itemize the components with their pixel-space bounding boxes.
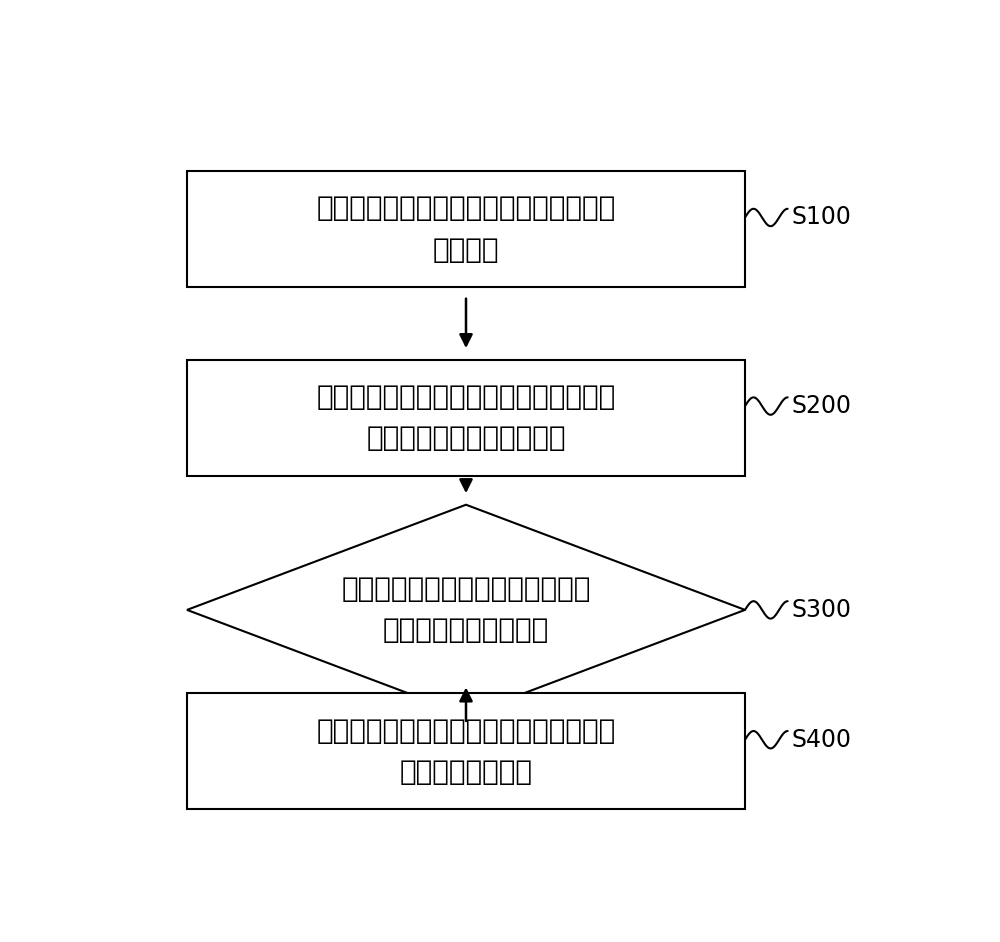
Text: S100: S100 bbox=[792, 205, 851, 230]
Text: S400: S400 bbox=[792, 728, 852, 752]
Text: S200: S200 bbox=[792, 394, 852, 418]
Bar bbox=[187, 360, 745, 476]
Text: 确定所述高压开关柜内出现与所述特定成
分相关的故障类别: 确定所述高压开关柜内出现与所述特定成 分相关的故障类别 bbox=[316, 717, 616, 786]
Bar bbox=[187, 693, 745, 809]
Text: 判断样本气体内的特定成分含量的
检测值是否超过预设值: 判断样本气体内的特定成分含量的 检测值是否超过预设值 bbox=[341, 576, 591, 644]
Bar bbox=[187, 171, 745, 287]
Text: 对所述样本气体中特定成分含量进行检测
，得到特定成分含量检测值: 对所述样本气体中特定成分含量进行检测 ，得到特定成分含量检测值 bbox=[316, 383, 616, 452]
Text: 利用真空泵抽取高压开关柜中的气体作为
样本气体: 利用真空泵抽取高压开关柜中的气体作为 样本气体 bbox=[316, 194, 616, 264]
Polygon shape bbox=[187, 505, 745, 715]
Text: S300: S300 bbox=[792, 598, 852, 622]
